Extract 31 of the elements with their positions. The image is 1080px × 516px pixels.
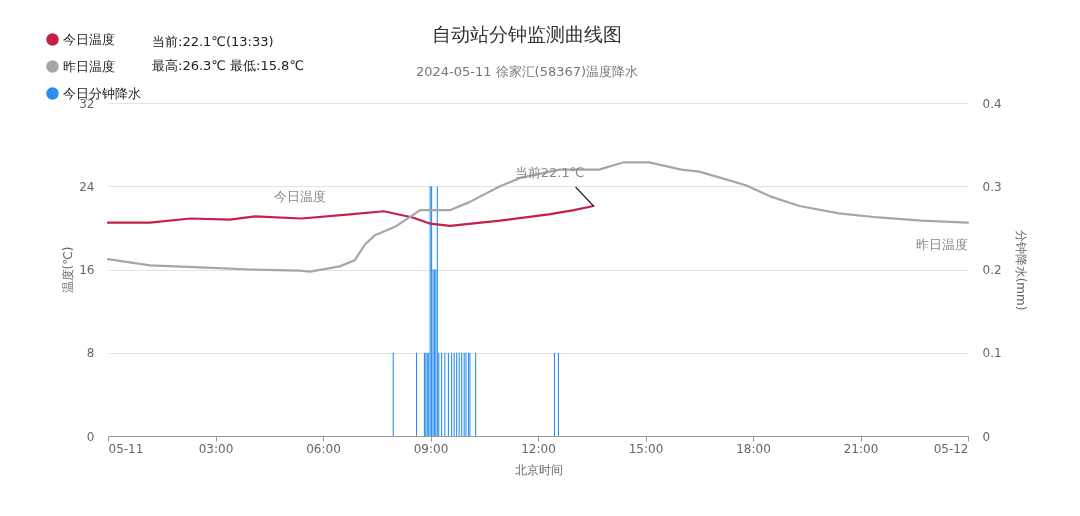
chart-subtitle: 2024-05-11 徐家汇(58367)温度降水	[415, 64, 639, 79]
y2-axis-title: 分钟降水(mm)	[1013, 229, 1028, 311]
x-tick-label: 18:00	[736, 441, 771, 456]
y2-tick-label: 0.2	[982, 263, 1002, 277]
legend-label: 今日温度	[63, 31, 115, 47]
y2-tick-label: 0.1	[982, 346, 1002, 361]
line-series	[106, 161, 970, 273]
x-tick-label: 12:00	[521, 441, 556, 456]
line-series	[106, 204, 595, 227]
y-axis-title: 温度(℃)	[61, 246, 76, 294]
x-axis-title: 北京时间	[514, 462, 563, 477]
y-tick-label: 0	[86, 429, 95, 444]
y2-tick-label: 0.3	[982, 179, 1002, 194]
x-tick-label: 21:00	[843, 441, 879, 456]
x-tick-label: 03:00	[198, 441, 234, 456]
y-tick-label: 16	[79, 263, 95, 277]
legend-label: 昨日温度	[63, 58, 115, 74]
y-tick-label: 8	[86, 346, 95, 361]
x-tick-label: 09:00	[413, 441, 449, 456]
y2-tick-label: 0.4	[982, 96, 1002, 111]
x-tick-label: 06:00	[306, 441, 341, 456]
y2-tick-label: 0	[982, 429, 991, 444]
y-tick-label: 24	[79, 179, 95, 194]
chart-title: 自动站分钟监测曲线图	[432, 23, 622, 45]
annotation: 今日温度	[274, 188, 327, 204]
annotation: 昨日温度	[916, 236, 968, 252]
text: 当前:22.1℃(13:33)	[152, 34, 274, 49]
text: 最高:26.3℃ 最低:15.8℃	[152, 58, 304, 73]
x-tick-label: 05-12	[933, 441, 969, 456]
x-tick-label: 15:00	[628, 441, 664, 456]
x-tick-label: 05-11	[108, 441, 144, 456]
